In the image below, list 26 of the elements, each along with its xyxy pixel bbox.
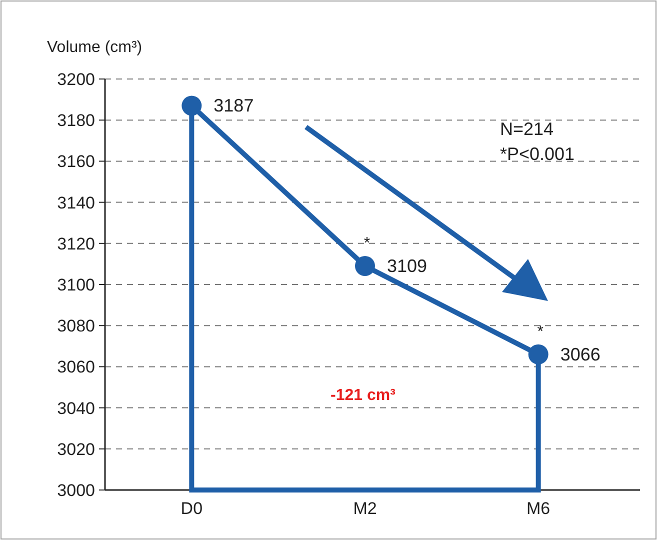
y-tick-label: 3040 [57, 398, 95, 418]
y-axis-title: Volume (cm³) [47, 39, 142, 56]
annotation: -121 cm³ [330, 387, 396, 404]
point [182, 96, 202, 116]
x-tick-label: D0 [180, 499, 203, 518]
x-tick-label: M6 [526, 499, 550, 518]
point [355, 256, 375, 276]
point [528, 344, 548, 364]
y-tick-label: 3200 [57, 70, 95, 89]
y-tick-label: 3080 [57, 316, 95, 336]
data-label: 3187 [214, 96, 254, 116]
y-tick-label: 3100 [57, 276, 95, 294]
annotation: * [364, 235, 370, 252]
y-tick-label: 3140 [57, 193, 95, 212]
y-tick-label: 3020 [57, 440, 95, 459]
data-label: 3109 [387, 256, 428, 276]
y-tick-label: 3160 [57, 152, 95, 172]
annotation: N=214 [500, 119, 554, 139]
annotation: * [537, 323, 544, 340]
y-tick-label: 3060 [57, 358, 95, 377]
x-tick-label: M2 [353, 499, 377, 518]
data-label: 3066 [560, 344, 600, 364]
y-tick-label: 3120 [57, 234, 95, 254]
annotation: *P<0.001 [500, 144, 575, 164]
y-tick-label: 3180 [57, 111, 95, 130]
y-tick-label: 3000 [57, 481, 95, 500]
